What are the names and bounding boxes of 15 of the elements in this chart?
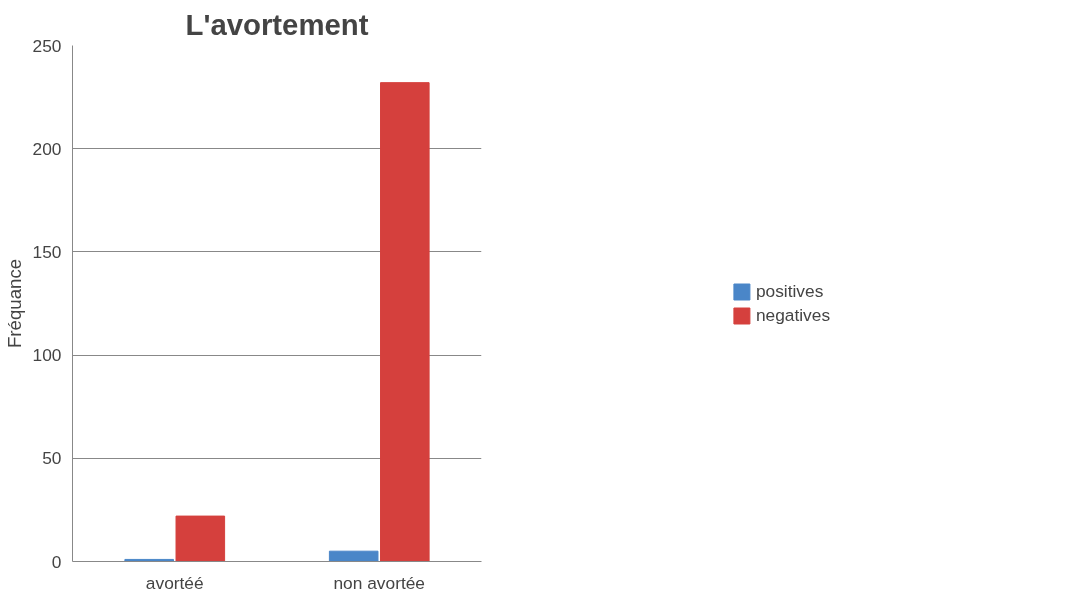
y-axis-title: Fréquance <box>3 258 25 349</box>
legend-label: negatives <box>755 304 831 326</box>
x-tick-label: avortéé <box>145 572 204 593</box>
bar <box>328 550 379 562</box>
y-tick-label: 0 <box>51 551 62 572</box>
y-tick-label: 150 <box>32 241 62 262</box>
y-tick-label: 100 <box>32 345 62 366</box>
legend-label: positives <box>755 280 824 302</box>
chart-title: L'avortement <box>185 7 369 41</box>
y-tick-label: 250 <box>32 35 62 56</box>
bar <box>380 82 430 562</box>
x-tick-label: non avortée <box>333 572 426 593</box>
bar <box>175 515 226 562</box>
y-tick-label: 50 <box>42 448 62 469</box>
y-tick-label: 200 <box>32 138 62 159</box>
